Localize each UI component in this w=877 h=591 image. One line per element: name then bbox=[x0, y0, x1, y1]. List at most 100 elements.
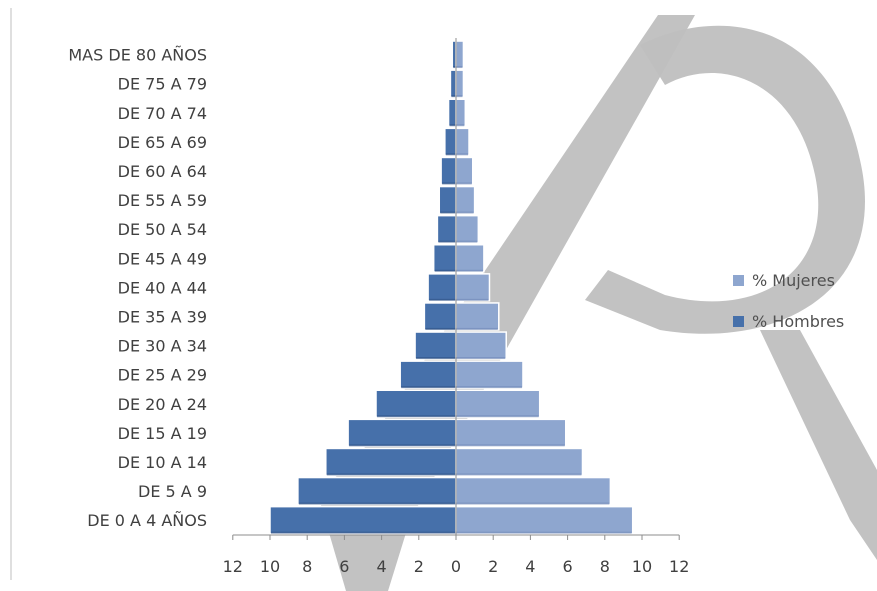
bar-mujeres-shadow-6 bbox=[456, 357, 506, 360]
x-tick-label-9: 6 bbox=[563, 557, 573, 576]
x-tick-label-11: 10 bbox=[632, 557, 652, 576]
bar-hombres-shadow-13 bbox=[445, 153, 456, 156]
x-tick-label-4: 4 bbox=[377, 557, 387, 576]
bar-hombres-shadow-12 bbox=[442, 182, 456, 185]
bar-mujeres-shadow-13 bbox=[456, 153, 469, 156]
bar-hombres-shadow-8 bbox=[429, 298, 456, 301]
bar-hombres-shadow-10 bbox=[438, 240, 456, 243]
bar-mujeres-11 bbox=[455, 185, 476, 215]
bar-hombres-shadow-11 bbox=[440, 211, 456, 214]
bar-hombres-14 bbox=[447, 98, 457, 127]
axes-group bbox=[10, 8, 680, 580]
bar-mujeres-7 bbox=[455, 302, 500, 331]
bar-mujeres-shadow-8 bbox=[456, 298, 489, 301]
bar-mujeres-2 bbox=[455, 447, 584, 477]
bar-mujeres-shadow-10 bbox=[456, 240, 478, 243]
bars-group bbox=[269, 40, 634, 535]
bar-mujeres-5 bbox=[455, 360, 524, 389]
bar-mujeres-shadow-11 bbox=[456, 211, 474, 214]
x-tick-label-8: 4 bbox=[525, 557, 535, 576]
bar-hombres-shadow-0 bbox=[271, 531, 456, 534]
bar-hombres-shadow-16 bbox=[453, 66, 456, 69]
bar-mujeres-14 bbox=[455, 98, 467, 127]
category-label-13: DE 65 A 69 bbox=[118, 133, 207, 152]
bar-hombres-13 bbox=[444, 127, 457, 157]
legend: % Mujeres % Hombres bbox=[733, 271, 844, 331]
bar-mujeres-8 bbox=[455, 273, 491, 302]
bar-hombres-4 bbox=[375, 389, 457, 418]
bar-mujeres-shadow-12 bbox=[456, 182, 472, 185]
bar-hombres-shadow-9 bbox=[434, 269, 456, 272]
category-label-3: DE 15 A 19 bbox=[118, 424, 207, 443]
bar-mujeres-13 bbox=[455, 127, 470, 157]
bar-hombres-7 bbox=[423, 302, 457, 331]
category-label-14: DE 70 A 74 bbox=[118, 104, 207, 123]
bar-hombres-shadow-1 bbox=[298, 502, 456, 505]
category-label-4: DE 20 A 24 bbox=[118, 395, 207, 414]
bar-hombres-9 bbox=[432, 244, 457, 273]
bar-mujeres-6 bbox=[455, 331, 507, 360]
bar-mujeres-9 bbox=[455, 244, 485, 273]
bar-mujeres-4 bbox=[455, 389, 541, 418]
x-tick-label-10: 8 bbox=[600, 557, 610, 576]
category-label-11: DE 55 A 59 bbox=[118, 191, 207, 210]
category-label-10: DE 50 A 54 bbox=[118, 220, 207, 239]
bar-hombres-1 bbox=[297, 476, 457, 506]
bar-mujeres-10 bbox=[455, 214, 480, 244]
bar-mujeres-shadow-15 bbox=[456, 95, 463, 98]
x-tick-label-6: 0 bbox=[451, 557, 461, 576]
bar-mujeres-shadow-16 bbox=[456, 66, 463, 69]
bar-hombres-5 bbox=[399, 360, 457, 389]
bar-hombres-shadow-3 bbox=[349, 444, 456, 447]
x-tick-label-3: 6 bbox=[339, 557, 349, 576]
bar-hombres-11 bbox=[438, 185, 457, 215]
category-label-7: DE 35 A 39 bbox=[118, 307, 207, 326]
x-tick-label-2: 8 bbox=[302, 557, 312, 576]
x-tick-label-5: 2 bbox=[414, 557, 424, 576]
category-label-6: DE 30 A 34 bbox=[118, 337, 207, 356]
bar-hombres-15 bbox=[449, 69, 457, 98]
x-tick-label-12: 12 bbox=[669, 557, 689, 576]
bar-hombres-10 bbox=[436, 214, 457, 244]
bar-mujeres-15 bbox=[455, 69, 465, 98]
bar-hombres-6 bbox=[414, 331, 457, 360]
bar-hombres-2 bbox=[325, 447, 457, 477]
bar-hombres-shadow-7 bbox=[425, 327, 456, 330]
bar-mujeres-3 bbox=[455, 418, 567, 448]
category-label-1: DE 5 A 9 bbox=[138, 482, 207, 501]
legend-label-0: % Mujeres bbox=[752, 271, 835, 290]
bar-hombres-shadow-4 bbox=[377, 415, 456, 418]
bar-hombres-shadow-14 bbox=[449, 124, 456, 127]
bar-mujeres-shadow-4 bbox=[456, 415, 539, 418]
category-label-5: DE 25 A 29 bbox=[118, 366, 207, 385]
bar-mujeres-shadow-2 bbox=[456, 473, 582, 476]
category-label-8: DE 40 A 44 bbox=[118, 278, 207, 297]
legend-swatch-1 bbox=[733, 316, 744, 327]
legend-swatch-0 bbox=[733, 275, 744, 286]
category-label-12: DE 60 A 64 bbox=[118, 162, 207, 181]
x-tick-label-7: 2 bbox=[488, 557, 498, 576]
category-label-9: DE 45 A 49 bbox=[118, 249, 207, 268]
bar-hombres-shadow-5 bbox=[401, 386, 456, 389]
bar-mujeres-shadow-9 bbox=[456, 269, 483, 272]
bar-hombres-8 bbox=[427, 273, 457, 302]
bar-hombres-shadow-15 bbox=[451, 95, 456, 98]
bar-mujeres-0 bbox=[455, 505, 634, 535]
category-label-0: DE 0 A 4 AÑOS bbox=[87, 511, 207, 530]
tick-labels-group: 12 10 8 6 4 2 0 2 4 6 8 10 12 bbox=[223, 557, 690, 576]
category-label-15: DE 75 A 79 bbox=[118, 75, 207, 94]
x-tick-label-1: 10 bbox=[260, 557, 280, 576]
bar-hombres-shadow-6 bbox=[416, 357, 456, 360]
bar-mujeres-shadow-3 bbox=[456, 444, 565, 447]
bar-hombres-0 bbox=[269, 505, 457, 535]
bar-mujeres-12 bbox=[455, 156, 474, 186]
bar-hombres-shadow-2 bbox=[326, 473, 456, 476]
bar-mujeres-shadow-1 bbox=[456, 502, 610, 505]
watermark-bowl bbox=[585, 25, 865, 334]
x-tick-label-0: 12 bbox=[223, 557, 243, 576]
category-label-16: MAS DE 80 AÑOS bbox=[68, 46, 207, 65]
bar-mujeres-shadow-0 bbox=[456, 531, 632, 534]
bar-mujeres-shadow-7 bbox=[456, 327, 498, 330]
bar-mujeres-1 bbox=[455, 476, 612, 506]
